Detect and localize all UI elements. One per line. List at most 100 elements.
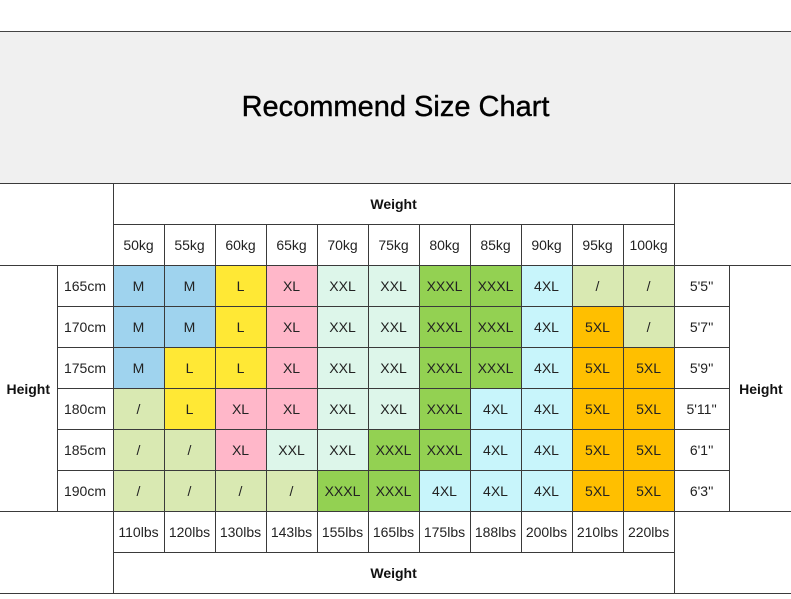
size-cell: 5XL bbox=[622, 388, 675, 430]
size-cell: XXL bbox=[316, 347, 369, 389]
size-cell: 5XL bbox=[571, 388, 624, 430]
size-cell: XXXL bbox=[418, 306, 471, 348]
weight-kg-cell: 75kg bbox=[367, 224, 420, 266]
size-cell: XXL bbox=[316, 429, 369, 471]
size-cell: / bbox=[214, 470, 267, 512]
size-cell: XXXL bbox=[469, 306, 522, 348]
size-cell: XXXL bbox=[418, 347, 471, 389]
size-cell: 5XL bbox=[622, 470, 675, 512]
weight-kg-cell: 100kg bbox=[622, 224, 675, 266]
blank-corner bbox=[0, 183, 114, 266]
weight-lbs-cell: 120lbs bbox=[163, 511, 216, 553]
blank-corner bbox=[673, 183, 791, 266]
size-cell: 4XL bbox=[469, 470, 522, 512]
height-cm-cell: 190cm bbox=[56, 470, 114, 512]
height-label-left: Height bbox=[0, 265, 58, 512]
size-cell: 5XL bbox=[571, 470, 624, 512]
height-cm-cell: 180cm bbox=[56, 388, 114, 430]
weight-kg-cell: 60kg bbox=[214, 224, 267, 266]
page-title: Recommend Size Chart bbox=[241, 91, 550, 123]
size-row: 190cm / / / / XXXL XXXL 4XL 4XL 4XL 5XL 5XL 6'3'' bbox=[0, 470, 791, 512]
size-cell: / bbox=[622, 265, 675, 307]
size-cell: L bbox=[214, 306, 267, 348]
size-cell: / bbox=[112, 429, 165, 471]
size-cell: XXXL bbox=[367, 470, 420, 512]
weight-lbs-cell: 210lbs bbox=[571, 511, 624, 553]
size-cell: 5XL bbox=[571, 347, 624, 389]
size-row: 175cm M L L XL XXL XXL XXXL XXXL 4XL 5XL 5XL 5'9'' bbox=[0, 347, 791, 389]
size-cell: XXL bbox=[265, 429, 318, 471]
weight-kg-cell: 85kg bbox=[469, 224, 522, 266]
size-cell: 4XL bbox=[469, 429, 522, 471]
size-cell: 5XL bbox=[571, 429, 624, 471]
size-cell: XXXL bbox=[418, 388, 471, 430]
size-cell: XXL bbox=[316, 306, 369, 348]
size-row: 185cm / / XL XXL XXL XXXL XXXL 4XL 4XL 5XL 5XL 6'1'' bbox=[0, 429, 791, 471]
weight-footer-row: Weight bbox=[0, 552, 791, 594]
height-cm-cell: 175cm bbox=[56, 347, 114, 389]
size-cell: M bbox=[112, 347, 165, 389]
size-cell: L bbox=[214, 265, 267, 307]
size-row: 170cm M M L XL XXL XXL XXXL XXXL 4XL 5XL/5'7'' bbox=[0, 306, 791, 348]
size-cell: 4XL bbox=[520, 470, 573, 512]
blank-corner bbox=[0, 511, 114, 594]
size-cell: 4XL bbox=[520, 347, 573, 389]
size-cell: 5XL bbox=[622, 347, 675, 389]
height-ft-cell: 6'1'' bbox=[673, 429, 730, 471]
weight-kg-cell: 50kg bbox=[112, 224, 165, 266]
weight-kg-cell: 80kg bbox=[418, 224, 471, 266]
size-cell: XXL bbox=[367, 388, 420, 430]
weight-lbs-cell: 188lbs bbox=[469, 511, 522, 553]
size-cell: XXL bbox=[367, 265, 420, 307]
title-banner: Recommend Size Chart bbox=[0, 31, 791, 183]
weight-lbs-cell: 110lbs bbox=[112, 511, 165, 553]
lbs-row: 110lbs 120lbs 130lbs 143lbs 155lbs 165lbs 175l… bbox=[0, 511, 791, 594]
height-cm-cell: 185cm bbox=[56, 429, 114, 471]
size-cell: / bbox=[112, 470, 165, 512]
size-cell: 4XL bbox=[520, 388, 573, 430]
size-cell: L bbox=[214, 347, 267, 389]
size-cell: / bbox=[571, 265, 624, 307]
size-cell: XXL bbox=[367, 347, 420, 389]
weight-lbs-cell: 155lbs bbox=[316, 511, 369, 553]
weight-footer: Weight bbox=[112, 552, 675, 594]
size-row: 180cm / L XL XL XXL XXL XXXL 4XL 4XL 5XL 5XL 5'11'' bbox=[0, 388, 791, 430]
blank-corner bbox=[673, 511, 791, 594]
size-cell: XXXL bbox=[367, 429, 420, 471]
height-ft-cell: 5'11'' bbox=[673, 388, 730, 430]
size-cell: XL bbox=[265, 347, 318, 389]
size-cell: XXL bbox=[316, 265, 369, 307]
size-cell: / bbox=[265, 470, 318, 512]
weight-lbs-cell: 200lbs bbox=[520, 511, 573, 553]
size-cell: M bbox=[112, 265, 165, 307]
size-cell: XXXL bbox=[469, 347, 522, 389]
height-ft-cell: 5'9'' bbox=[673, 347, 730, 389]
kg-row: 50kg 55kg 60kg 65kg 70kg 75kg 80kg 85kg 90kg 95kg… bbox=[0, 224, 791, 266]
size-cell: / bbox=[163, 470, 216, 512]
size-row: Height 165cm M M L XL XXL XXL XXXL XXXL 4XL //5'5''… bbox=[0, 265, 791, 512]
weight-lbs-cell: 220lbs bbox=[622, 511, 675, 553]
size-cell: XXXL bbox=[418, 265, 471, 307]
height-cm-cell: 170cm bbox=[56, 306, 114, 348]
height-ft-cell: 5'7'' bbox=[673, 306, 730, 348]
size-cell: 5XL bbox=[622, 429, 675, 471]
size-cell: XXXL bbox=[469, 265, 522, 307]
height-cm-cell: 165cm bbox=[56, 265, 114, 307]
size-cell: 5XL bbox=[571, 306, 624, 348]
weight-lbs-cell: 143lbs bbox=[265, 511, 318, 553]
height-label-right: Height bbox=[728, 265, 791, 512]
size-cell: XL bbox=[265, 306, 318, 348]
size-cell: XL bbox=[214, 429, 267, 471]
size-cell: XXL bbox=[367, 306, 420, 348]
weight-kg-cell: 65kg bbox=[265, 224, 318, 266]
size-cell: 4XL bbox=[469, 388, 522, 430]
size-cell: M bbox=[163, 306, 216, 348]
weight-kg-cell: 55kg bbox=[163, 224, 216, 266]
weight-lbs-cell: 175lbs bbox=[418, 511, 471, 553]
size-cell: L bbox=[163, 347, 216, 389]
size-cell: / bbox=[163, 429, 216, 471]
size-cell: XL bbox=[265, 265, 318, 307]
size-cell: / bbox=[112, 388, 165, 430]
size-cell: XL bbox=[214, 388, 267, 430]
weight-kg-cell: 90kg bbox=[520, 224, 573, 266]
